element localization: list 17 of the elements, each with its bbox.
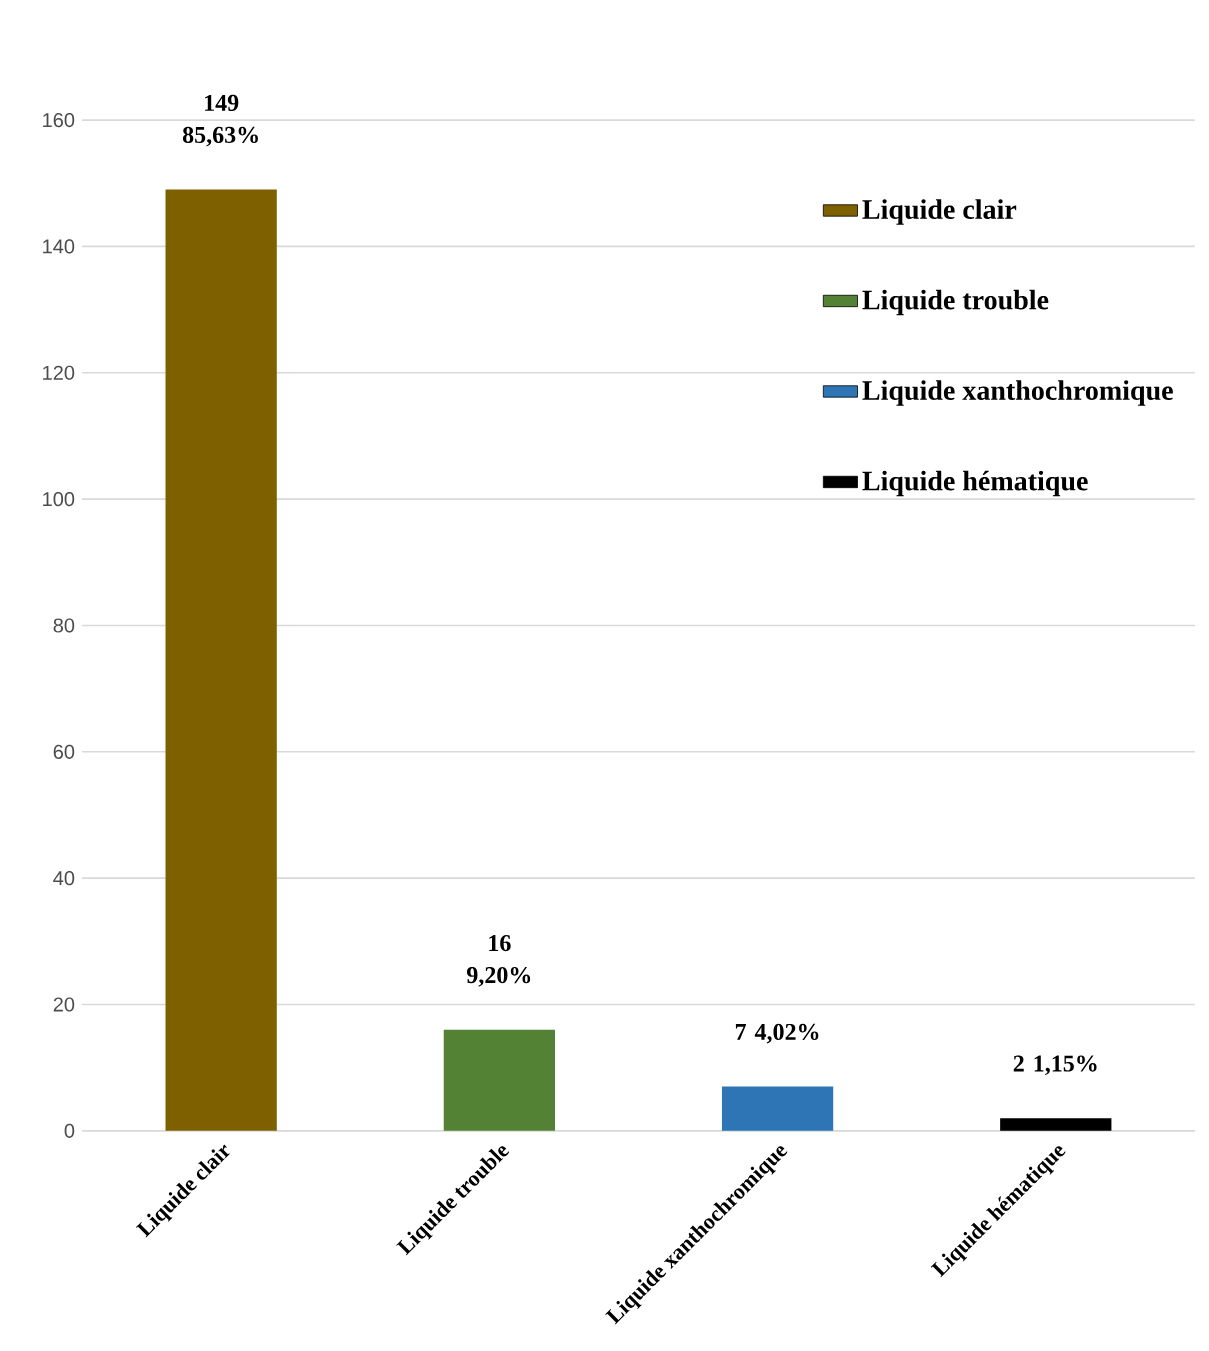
legend-label: Liquide trouble — [862, 289, 1049, 316]
y-tick-label: 20 — [53, 997, 75, 1012]
y-tick-label: 0 — [64, 1123, 75, 1138]
y-tick-label: 120 — [43, 365, 75, 380]
y-tick-label: 100 — [43, 492, 75, 507]
data-label: 2 1,15% — [1013, 1055, 1097, 1076]
legend-label: Liquide clair — [862, 199, 1017, 225]
y-tick-label: 60 — [53, 744, 75, 759]
y-tick-label: 160 — [43, 113, 75, 128]
data-label: 16 9,20% — [467, 935, 531, 987]
data-label: 149 85,63% — [182, 94, 258, 147]
y-tick-label: 140 — [43, 239, 75, 254]
y-tick-label: 80 — [53, 618, 75, 633]
y-tick-label: 40 — [53, 871, 75, 886]
legend-label: Liquide hématique — [862, 470, 1088, 497]
data-label: 7 4,02% — [735, 1023, 819, 1044]
legend-label: Liquide xanthochromique — [862, 380, 1173, 406]
